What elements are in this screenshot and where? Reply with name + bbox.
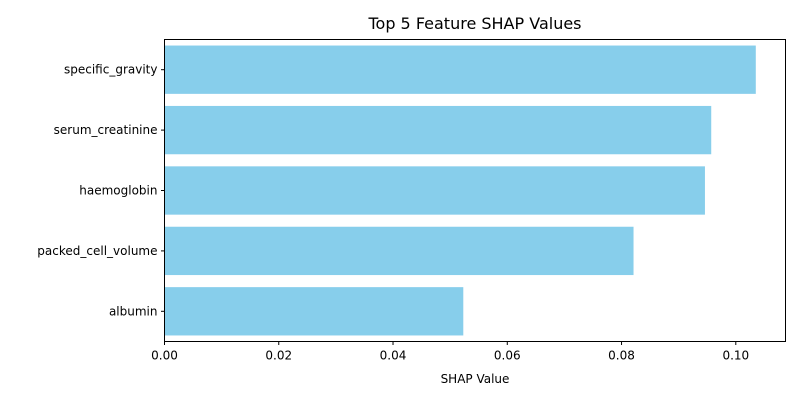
- y-tick-label: specific_gravity: [64, 63, 158, 77]
- x-tick-label: 0.10: [722, 349, 749, 363]
- x-tick-label: 0.08: [608, 349, 635, 363]
- x-tick-label: 0.04: [380, 349, 407, 363]
- y-tick-label: serum_creatinine: [54, 123, 158, 137]
- bar-packed-cell-volume: [164, 226, 634, 276]
- bars-group: [164, 45, 756, 336]
- y-tick-label: albumin: [109, 304, 158, 318]
- bar-haemoglobin: [164, 166, 705, 215]
- x-axis-label: SHAP Value: [441, 372, 510, 386]
- chart-title: Top 5 Feature SHAP Values: [367, 14, 581, 33]
- bar-specific-gravity: [164, 45, 756, 94]
- plot-frame: [164, 39, 786, 342]
- y-axis-ticks: specific_gravity serum_creatinine haemoglo…: [37, 63, 165, 318]
- x-tick-label: 0.00: [151, 349, 178, 363]
- x-axis-ticks: 0.00 0.02 0.04 0.06 0.08 0.10: [151, 341, 749, 363]
- y-tick-label: haemoglobin: [79, 184, 157, 198]
- y-tick-label: packed_cell_volume: [37, 244, 157, 258]
- x-tick-label: 0.06: [494, 349, 521, 363]
- x-tick-label: 0.02: [265, 349, 292, 363]
- bar-albumin: [164, 287, 464, 336]
- bar-serum-creatinine: [164, 105, 712, 155]
